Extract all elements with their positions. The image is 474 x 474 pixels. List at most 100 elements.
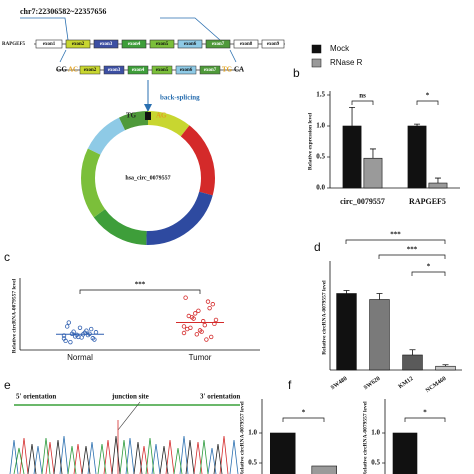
exon xyxy=(103,65,125,75)
significance-bracket xyxy=(404,417,446,422)
exon-label: exon1 xyxy=(43,42,56,47)
trace xyxy=(9,435,239,474)
x-tick-label: SW620 xyxy=(363,376,381,391)
arrow-label: back-splicing xyxy=(160,94,200,102)
circle-junction: TG xyxy=(126,112,137,120)
x-tick-label: RAPGEF5 xyxy=(409,197,446,206)
y-tick-label: 1.5 xyxy=(316,91,325,99)
data-point xyxy=(61,336,67,341)
exon xyxy=(79,65,101,75)
exon-label: exon2 xyxy=(72,42,85,47)
y-axis-label: Relative circRNA-0079557 level xyxy=(11,278,17,353)
data-point xyxy=(188,325,193,330)
exon-row: exon1 exon2 exon3 exon4 exon5 exon6 exon… xyxy=(35,39,285,49)
exon-label: exon7 xyxy=(204,68,217,73)
arrow-head xyxy=(144,104,152,112)
locus: chr7:22306582~22357656 xyxy=(20,7,106,16)
y-tick-label: 0.5 xyxy=(248,459,257,467)
x-tick-label: NCM460 xyxy=(425,376,448,394)
exon xyxy=(93,39,119,49)
error-bar xyxy=(434,177,441,184)
exon xyxy=(121,39,147,49)
bar xyxy=(402,354,423,371)
x-tick-label: Tumor xyxy=(189,353,212,362)
ring-segment xyxy=(81,111,215,245)
orientation-label: 3' orientation xyxy=(200,393,240,401)
x-tick-label: KM12 xyxy=(398,376,415,390)
legend-swatch xyxy=(311,44,322,54)
error-bar xyxy=(343,290,350,294)
locus-bracket xyxy=(20,17,221,41)
y-axis-label: Relative expression level xyxy=(307,112,313,170)
bar xyxy=(311,465,337,474)
y-tick-label: 1.0 xyxy=(371,429,380,437)
data-point xyxy=(64,324,70,329)
significance-label: * xyxy=(423,409,427,417)
legend-label: RNase R xyxy=(330,58,363,67)
error-bar xyxy=(376,293,383,300)
data-point xyxy=(213,317,219,323)
ring-segment xyxy=(81,111,215,245)
x-tick-label: Normal xyxy=(67,353,93,362)
data-point xyxy=(205,299,211,304)
significance-bracket xyxy=(351,100,374,105)
exon xyxy=(261,39,285,49)
error-bar xyxy=(349,107,356,126)
exon-label: exon7 xyxy=(212,42,225,47)
y-tick-label: 0.0 xyxy=(316,184,325,192)
significance-label: *** xyxy=(135,281,146,289)
significance-label: * xyxy=(426,92,430,100)
exon-label: exon3 xyxy=(108,68,121,73)
data-point xyxy=(208,334,214,340)
junction-label: junction site xyxy=(111,393,149,401)
y-tick-label: 1.0 xyxy=(316,122,325,130)
exon xyxy=(175,65,197,75)
bar xyxy=(392,432,418,474)
y-tick-label: 1.0 xyxy=(248,429,257,437)
data-point xyxy=(207,305,212,311)
significance-bracket xyxy=(282,417,325,422)
exon xyxy=(149,39,175,49)
bar xyxy=(369,299,390,371)
sequencing: 5' orientation junction site 3' orientat… xyxy=(9,393,240,474)
exon-label: exon6 xyxy=(180,68,193,73)
data-point xyxy=(68,339,73,345)
data-point xyxy=(85,332,91,338)
significance-bracket xyxy=(378,254,446,259)
trace xyxy=(19,435,229,474)
exon xyxy=(65,39,91,49)
significance-label: *** xyxy=(390,231,401,239)
data-point xyxy=(69,331,75,336)
bar xyxy=(342,125,362,189)
panel-label: f xyxy=(288,378,292,392)
significance-label: ns xyxy=(359,92,366,100)
spliced-exon-row: exon2 exon3 exon4 exon5 exon6 exon7 xyxy=(79,65,221,75)
data-point xyxy=(181,324,187,329)
exon xyxy=(35,39,63,49)
y-axis-label: Relative circRNA-0079557 level xyxy=(239,401,245,474)
junction-base: CA xyxy=(234,66,244,74)
exon xyxy=(205,39,231,49)
significance-bracket xyxy=(79,289,201,294)
data-point xyxy=(66,320,71,325)
junction-base: GG xyxy=(56,66,67,74)
exon xyxy=(233,39,259,49)
data-point xyxy=(88,326,94,332)
junction-pointer xyxy=(117,401,141,431)
y-axis-label: Relative circRNA-0079557 level xyxy=(321,280,327,355)
data-point xyxy=(197,328,203,333)
y-tick-label: 0.5 xyxy=(316,153,325,161)
data-point xyxy=(192,311,198,316)
x-tick-label: circ_0079557 xyxy=(340,197,385,206)
exon-label: exon5 xyxy=(156,68,169,73)
error-bar xyxy=(442,364,449,367)
data-point xyxy=(92,337,97,342)
circle-junction: AG xyxy=(156,112,167,120)
data-point xyxy=(76,334,81,340)
exon-label: exon4 xyxy=(132,68,145,73)
significance-label: * xyxy=(427,263,431,271)
exon-label: exon8 xyxy=(240,42,253,47)
significance-label: * xyxy=(302,409,306,417)
significance-bracket xyxy=(345,239,446,244)
